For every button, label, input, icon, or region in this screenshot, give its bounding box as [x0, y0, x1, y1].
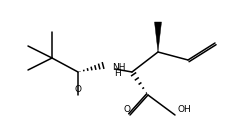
Text: O: O — [124, 105, 130, 114]
Polygon shape — [154, 22, 162, 52]
Text: OH: OH — [177, 105, 191, 114]
Text: O: O — [74, 84, 82, 93]
Text: H: H — [114, 70, 121, 79]
Text: NH: NH — [112, 62, 126, 72]
